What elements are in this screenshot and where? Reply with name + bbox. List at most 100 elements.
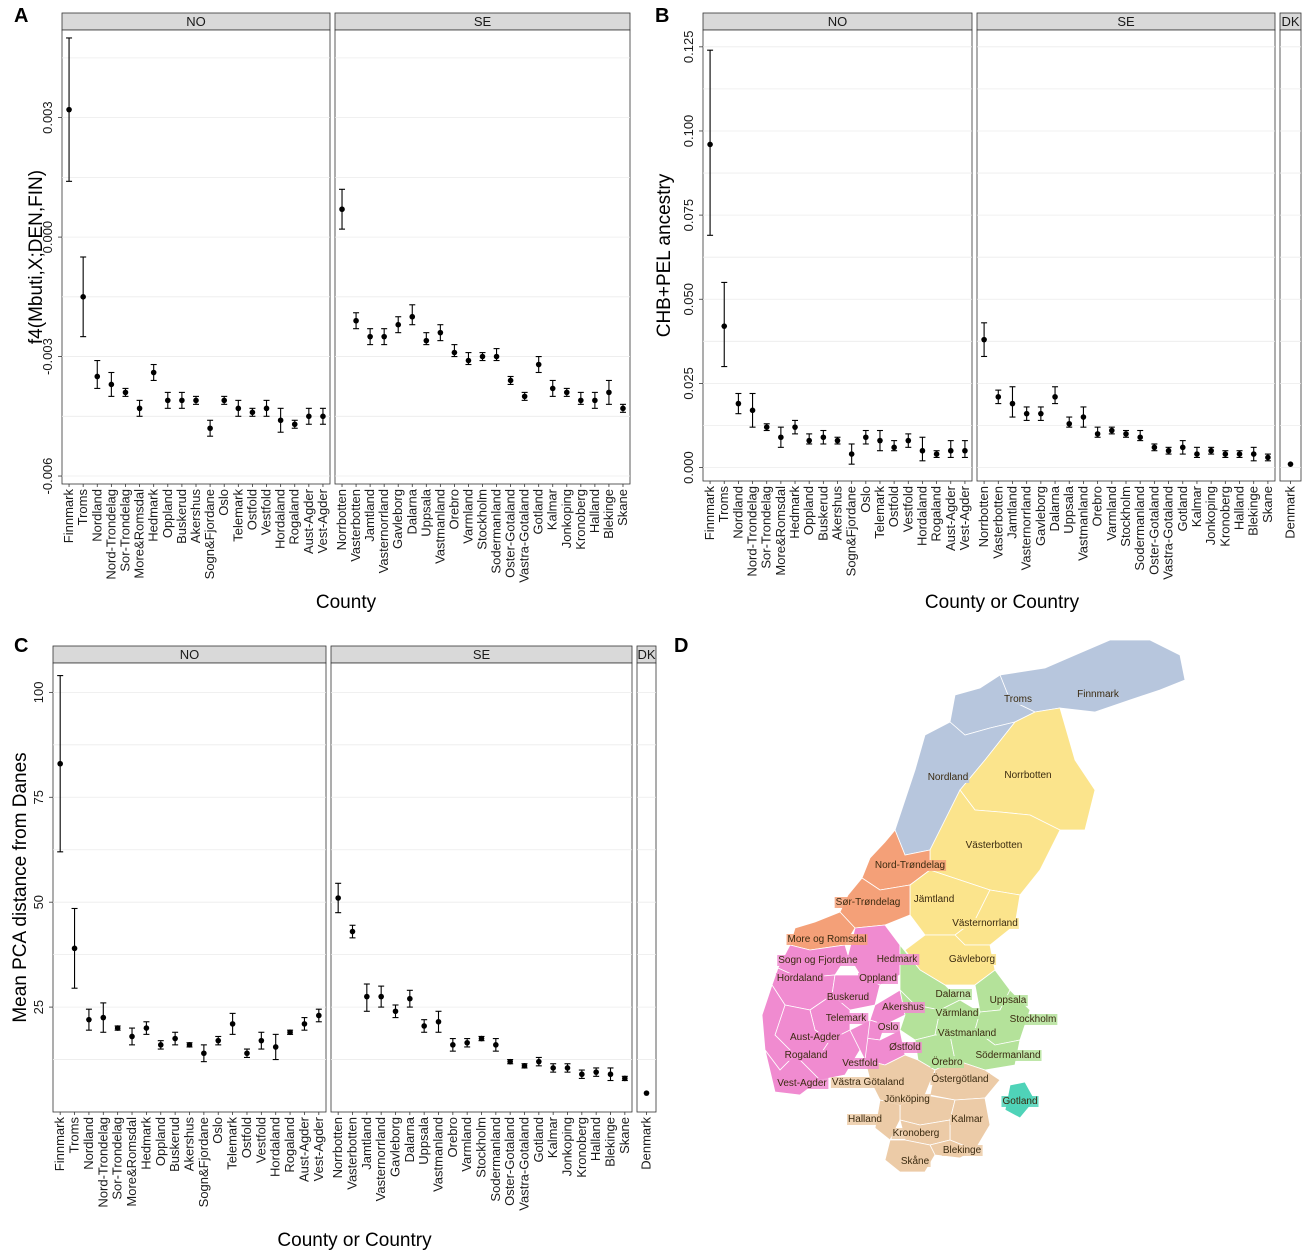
map-label-bg-g-vleborg bbox=[947, 954, 997, 965]
data-point-finnmark bbox=[66, 106, 72, 113]
y-tick-label: 75 bbox=[31, 790, 46, 804]
data-point-orebro bbox=[450, 1042, 456, 1048]
x-tick-label-jonkoping: Jonkoping bbox=[559, 489, 574, 548]
data-point-hordaland bbox=[272, 1044, 279, 1050]
data-point-more-romsdal bbox=[129, 1033, 135, 1040]
x-tick-label-telemark: Telemark bbox=[230, 489, 245, 542]
x-tick-label-vest-agder: Vest-Agder bbox=[315, 488, 330, 553]
map-label-bg-sogn-og-fjordane bbox=[777, 955, 860, 966]
data-point-halland bbox=[592, 397, 598, 404]
map-label-bg-hedmark bbox=[875, 954, 920, 965]
x-axis-title: County or Country bbox=[925, 592, 1080, 613]
map-label-bg-rebro bbox=[930, 1056, 964, 1068]
x-tick-label-oppland: Oppland bbox=[153, 1117, 168, 1166]
data-point-oppland bbox=[164, 397, 171, 404]
map-label-bg-stfold bbox=[888, 1042, 922, 1053]
y-tick-label: 50 bbox=[31, 895, 46, 909]
facet-panel-no bbox=[61, 29, 331, 485]
map-label-bg-uppsala bbox=[988, 995, 1028, 1006]
map-label-oslo: Oslo bbox=[878, 1022, 899, 1033]
map-label-bg-blekinge bbox=[941, 1145, 983, 1156]
x-tick-label-sogn-fjordane: Sogn&Fjordane bbox=[196, 1117, 211, 1207]
data-point-jonkoping bbox=[1208, 447, 1214, 454]
map-label-bg-more-og-romsdal bbox=[786, 934, 868, 945]
map-label-stfold: Østfold bbox=[889, 1042, 921, 1053]
data-point-telemark bbox=[877, 437, 883, 444]
map-label-bg-v-stmanland bbox=[936, 1028, 998, 1039]
data-point-jamtland bbox=[367, 333, 373, 340]
x-tick-label-halland: Halland bbox=[588, 1117, 603, 1161]
x-tick-label-hordaland: Hordaland bbox=[273, 489, 288, 549]
data-point-vastmanland bbox=[435, 1018, 442, 1025]
data-point-oslo bbox=[215, 1037, 222, 1044]
x-tick-label-blekinge: Blekinge bbox=[601, 489, 616, 539]
x-tick-label-gotland: Gotland bbox=[531, 1117, 546, 1163]
x-tick-label-jonkoping: Jonkoping bbox=[560, 1117, 575, 1176]
data-point-vastra-gotaland bbox=[1165, 447, 1172, 454]
map-label-bg-telemark bbox=[824, 1013, 869, 1024]
map-label-bg-v-rmland bbox=[934, 1008, 980, 1019]
data-point-skane bbox=[622, 1075, 628, 1082]
facet-panel-se bbox=[334, 29, 631, 485]
data-point-vasterbotten bbox=[995, 394, 1002, 400]
x-tick-label-vastmanland: Vastmanland bbox=[431, 1117, 446, 1192]
map-label-bg-kalmar bbox=[950, 1114, 985, 1125]
x-tick-label-finnmark: Finnmark bbox=[52, 1117, 67, 1172]
map-label-rogaland: Rogaland bbox=[785, 1050, 828, 1061]
x-tick-label-troms: Troms bbox=[75, 489, 90, 526]
data-point-nordland bbox=[94, 373, 101, 380]
data-point-kalmar bbox=[549, 385, 556, 392]
x-tick-label-finnmark: Finnmark bbox=[61, 489, 76, 544]
x-tick-label-sodermanland: Sodermanland bbox=[1132, 486, 1147, 571]
x-tick-label-halland: Halland bbox=[1232, 486, 1247, 530]
data-point-ostfold bbox=[891, 444, 897, 451]
data-point-kalmar bbox=[1194, 451, 1200, 457]
x-tick-label-jamtland: Jamtland bbox=[1004, 486, 1019, 539]
data-point-dalarna bbox=[409, 313, 416, 320]
x-tick-label-ostfold: Ostfold bbox=[886, 486, 901, 527]
data-point-vasterbotten bbox=[349, 928, 356, 935]
map-label-bg-v-stra-g-taland bbox=[830, 1077, 906, 1088]
x-tick-label-oster-gotaland: Oster-Gotaland bbox=[503, 489, 518, 578]
facet-panel-dk bbox=[1279, 29, 1302, 482]
data-point-kalmar bbox=[550, 1065, 556, 1071]
data-point-blekinge bbox=[606, 389, 612, 396]
map-label-hordaland: Hordaland bbox=[777, 973, 823, 984]
data-point-vastra-gotaland bbox=[521, 393, 528, 400]
x-tick-label-aust-agder: Aust-Agder bbox=[301, 488, 316, 554]
data-point-vestfold bbox=[905, 437, 912, 444]
x-tick-label-buskerud: Buskerud bbox=[167, 1117, 182, 1172]
data-point-vastmanland bbox=[437, 329, 444, 336]
x-tick-label-ostfold: Ostfold bbox=[239, 1117, 254, 1158]
map-label-bg-gotland bbox=[1001, 1096, 1039, 1107]
data-point-norrbotten bbox=[981, 336, 987, 343]
data-point-aust-agder bbox=[301, 1021, 308, 1027]
x-tick-label-vastra-gotaland: Vastra-Gotaland bbox=[1161, 486, 1176, 580]
data-point-gotland bbox=[536, 1058, 542, 1065]
panel-letter-d: D bbox=[674, 635, 688, 657]
map-label-bg-kronoberg bbox=[891, 1128, 941, 1139]
data-point-hordaland bbox=[919, 447, 926, 454]
data-point-oster-gotaland bbox=[1151, 444, 1158, 451]
map-label-v-rmland: Värmland bbox=[936, 1008, 979, 1019]
x-tick-label-stockholm: Stockholm bbox=[1118, 486, 1133, 547]
x-tick-label-hordaland: Hordaland bbox=[268, 1117, 283, 1177]
facet-strip-label-dk: DK bbox=[1281, 14, 1299, 29]
data-point-kronoberg bbox=[1222, 451, 1229, 457]
data-point-troms bbox=[721, 323, 728, 329]
y-tick-label: 100 bbox=[31, 682, 46, 704]
x-tick-label-vest-agder: Vest-Agder bbox=[311, 1116, 326, 1181]
data-point-buskerud bbox=[179, 397, 185, 404]
data-point-ostfold bbox=[244, 1050, 250, 1057]
map-label-s-r-tr-ndelag: Sør-Trøndelag bbox=[836, 897, 901, 908]
data-point-oster-gotaland bbox=[507, 377, 514, 384]
x-tick-label-nord-trondelag: Nord-Trondelag bbox=[103, 489, 118, 580]
y-tick-label: 0.075 bbox=[681, 199, 696, 232]
data-point-troms bbox=[80, 294, 86, 300]
data-point-vasternorrland bbox=[378, 993, 384, 1000]
x-axis-title: County or Country bbox=[277, 1230, 432, 1251]
data-point-nord-trondelag bbox=[108, 381, 115, 388]
data-point-rogaland bbox=[287, 1029, 293, 1036]
